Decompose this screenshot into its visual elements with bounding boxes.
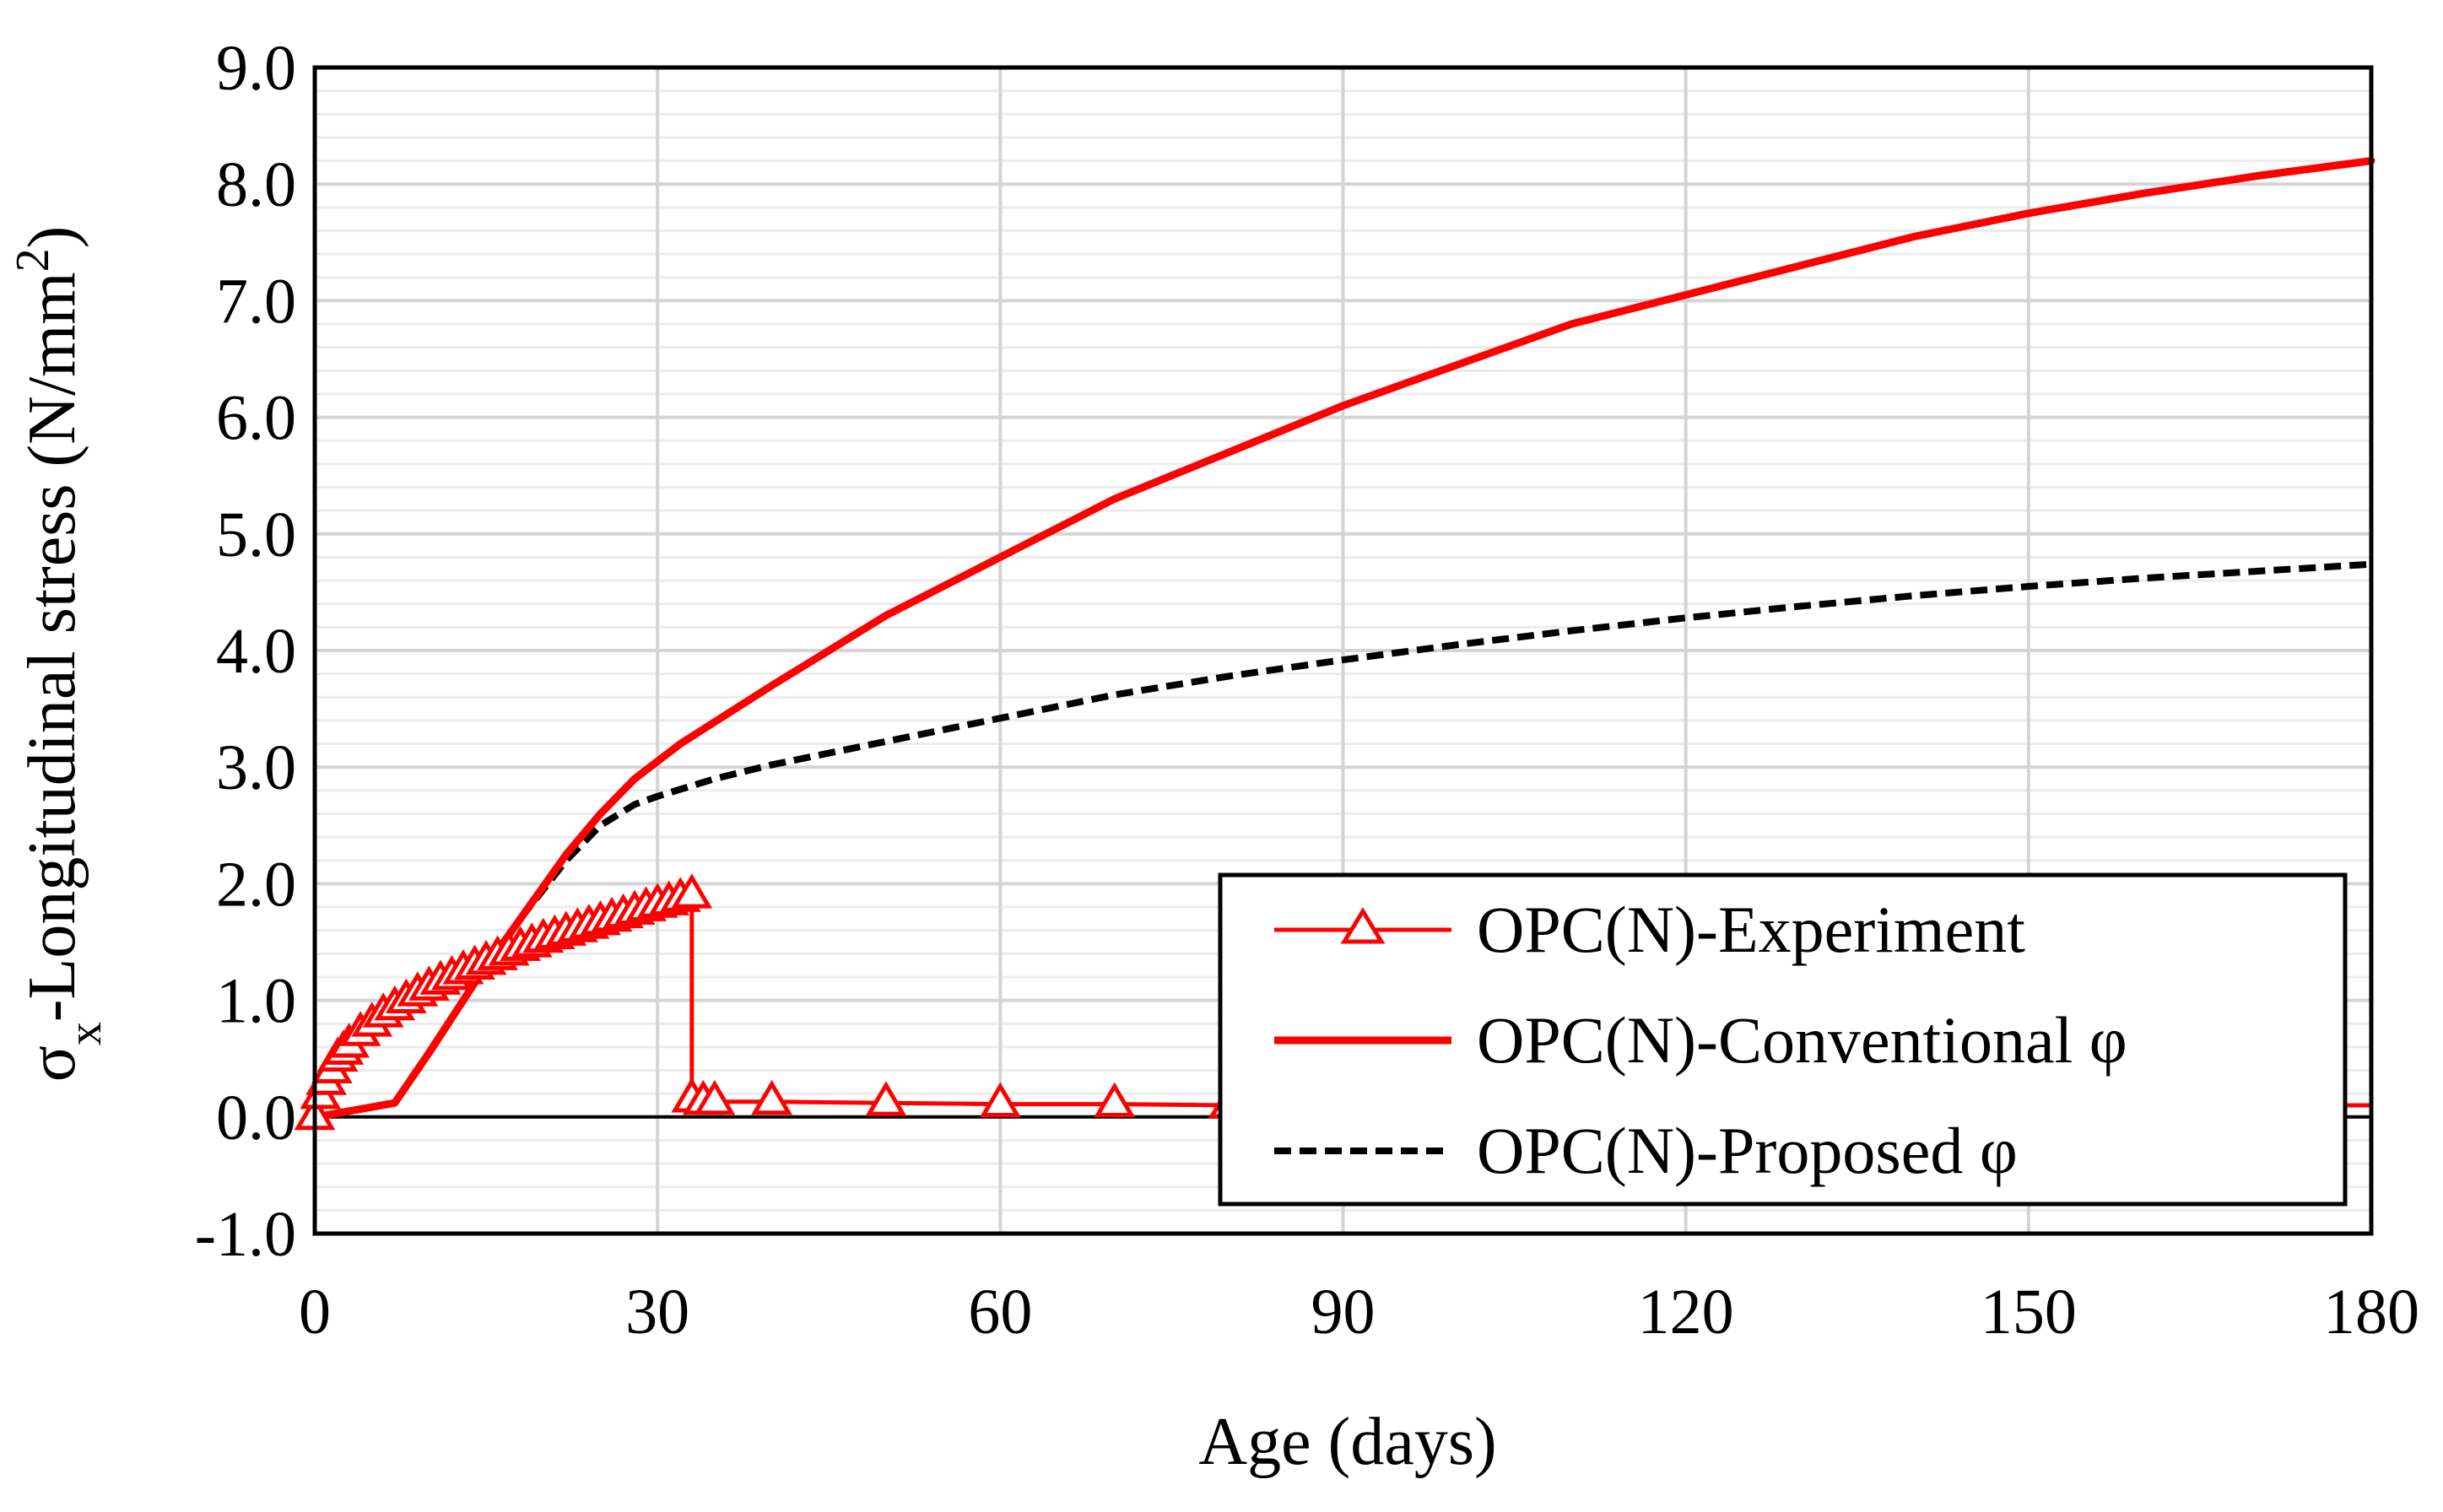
y-axis-title-main: -Longitudinal stress (N/mm bbox=[15, 272, 89, 1022]
y-tick-labels: -1.0 0.0 1.0 2.0 3.0 4.0 5.0 6.0 7.0 8.0 9.0 bbox=[195, 33, 296, 1270]
y-tick-label: 8.0 bbox=[216, 149, 296, 220]
y-tick-label: 2.0 bbox=[216, 849, 296, 920]
y-tick-label: 4.0 bbox=[216, 616, 296, 687]
legend: OPC(N)-Experiment OPC(N)-Conventional φ … bbox=[1218, 872, 2348, 1207]
x-tick-label: 150 bbox=[1981, 1277, 2077, 1347]
x-axis-title: Age (days) bbox=[1198, 1405, 1496, 1479]
plot-area-frame bbox=[312, 65, 2374, 1236]
y-tick-label: 6.0 bbox=[216, 383, 296, 454]
legend-label-experiment: OPC(N)-Experiment bbox=[1477, 893, 2025, 966]
legend-item-proposed: OPC(N)-Proposed φ bbox=[1274, 1114, 2018, 1187]
x-tick-labels: 0 30 60 90 120 150 180 bbox=[299, 1277, 2419, 1347]
x-tick-label: 60 bbox=[968, 1277, 1032, 1347]
legend-label-proposed: OPC(N)-Proposed φ bbox=[1477, 1114, 2018, 1187]
y-tick-label: 1.0 bbox=[216, 966, 296, 1037]
y-tick-label: -1.0 bbox=[195, 1199, 296, 1270]
experiment-marker bbox=[1094, 1082, 1136, 1118]
y-tick-label: 7.0 bbox=[216, 266, 296, 337]
y-axis-title-superscript: 2 bbox=[7, 248, 59, 272]
x-tick-label: 0 bbox=[299, 1277, 331, 1347]
x-tick-label: 180 bbox=[2323, 1277, 2419, 1347]
experiment-marker bbox=[865, 1081, 907, 1116]
experiment-marker bbox=[694, 1079, 736, 1115]
y-tick-label: 9.0 bbox=[216, 33, 296, 104]
legend-item-conventional: OPC(N)-Conventional φ bbox=[1274, 1003, 2127, 1077]
y-axis-title-suffix: ) bbox=[15, 226, 89, 249]
legend-marker-experiment bbox=[1340, 907, 1386, 944]
experiment-marker bbox=[751, 1079, 792, 1115]
legend-label-conventional: OPC(N)-Conventional φ bbox=[1477, 1003, 2127, 1077]
y-axis-title: σx-Longitudinal stress (N/mm2) bbox=[7, 226, 111, 1083]
y-tick-label: 3.0 bbox=[216, 732, 296, 803]
series-line-2 bbox=[314, 560, 2372, 1120]
x-tick-label: 120 bbox=[1638, 1277, 1734, 1347]
x-tick-label: 90 bbox=[1311, 1277, 1376, 1347]
experiment-marker bbox=[671, 873, 713, 909]
legend-item-experiment: OPC(N)-Experiment bbox=[1274, 893, 2025, 966]
series-layer bbox=[294, 157, 2375, 1131]
x-tick-label: 30 bbox=[625, 1277, 689, 1347]
experiment-marker bbox=[979, 1082, 1021, 1118]
y-tick-label: 0.0 bbox=[216, 1083, 296, 1153]
y-tick-label: 5.0 bbox=[216, 500, 296, 570]
y-axis-title-subscript: x bbox=[59, 1022, 111, 1045]
y-axis-title-symbol: σ bbox=[15, 1045, 89, 1082]
